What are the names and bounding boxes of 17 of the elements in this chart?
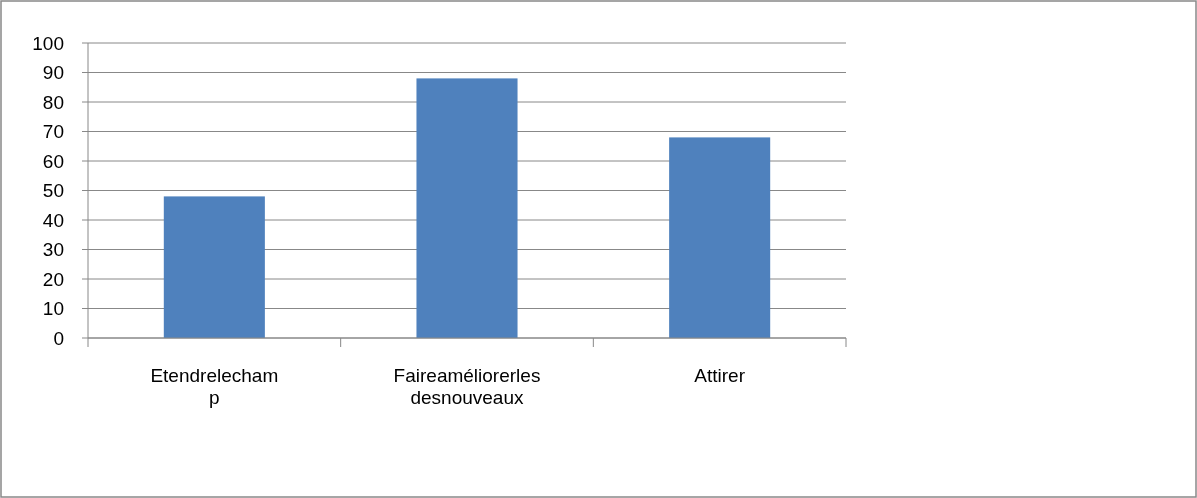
y-tick-label: 40 bbox=[42, 209, 64, 231]
y-tick-label: 100 bbox=[32, 32, 64, 54]
bar bbox=[163, 196, 265, 338]
y-tick-label: 20 bbox=[42, 268, 64, 290]
x-tick-label: Attirer bbox=[694, 365, 746, 386]
y-tick-label: 30 bbox=[42, 239, 64, 261]
bar bbox=[416, 78, 518, 338]
bar bbox=[669, 137, 771, 338]
y-tick-label: 60 bbox=[42, 150, 64, 172]
y-tick-label: 70 bbox=[42, 121, 64, 143]
y-tick-label: 80 bbox=[42, 91, 64, 113]
x-tick-label: Faireaméliorerles desnouveaux bbox=[393, 365, 541, 408]
y-tick-label: 90 bbox=[42, 62, 64, 84]
x-tick-label: Etendrelechamp bbox=[150, 365, 279, 408]
y-tick-label: 50 bbox=[42, 180, 64, 202]
y-tick-label: 10 bbox=[42, 298, 64, 320]
y-tick-label: 0 bbox=[53, 327, 64, 349]
